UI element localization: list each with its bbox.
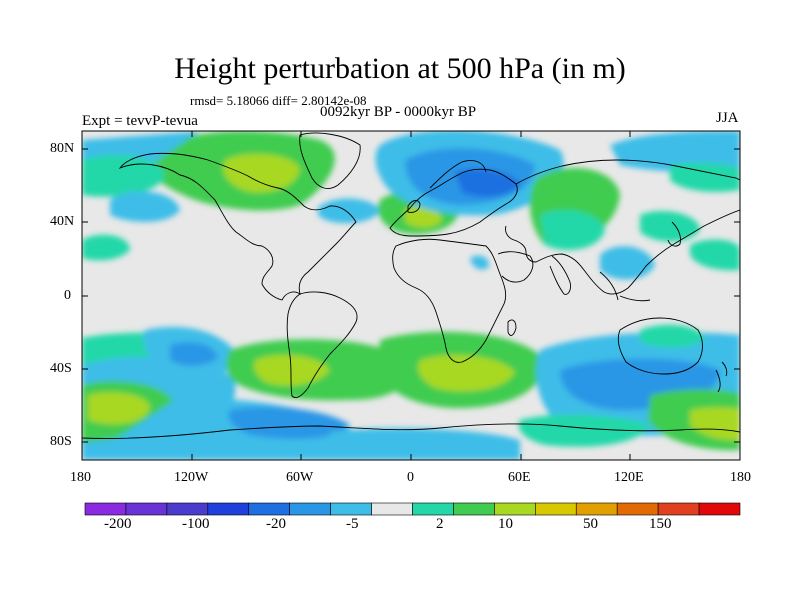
colorbar-label-neg100: -100 [182, 516, 210, 532]
lon-label-180e: 180 [730, 470, 751, 485]
colorbar-swatch-13 [616, 502, 659, 516]
colorbar-swatch-8 [412, 502, 454, 516]
colorbar-label-2: 2 [436, 516, 444, 532]
lat-label-80n: 80N [50, 141, 75, 156]
colorbar [84, 502, 741, 516]
contour-fill-layer [82, 131, 740, 460]
contour-region-japan-green [640, 210, 700, 242]
colorbar-label-neg20: -20 [266, 516, 286, 532]
coast-madagascar [507, 319, 517, 336]
coast-arabia [497, 251, 534, 283]
colorbar-label-neg5: -5 [346, 516, 359, 532]
coast-antarctica [82, 423, 740, 439]
contour-region-arctic-east-blue [610, 131, 740, 173]
colorbar-swatch-11 [535, 502, 577, 516]
coast-greenland [299, 132, 361, 189]
lon-label-0: 0 [407, 470, 414, 485]
coast-australia [617, 317, 703, 375]
contour-region-india-blue [470, 255, 489, 270]
colorbar-swatch-5 [289, 502, 331, 516]
contour-region-south-pole-blue [330, 428, 520, 460]
coast-south-america [286, 291, 358, 399]
season-label: JJA [716, 110, 739, 126]
lat-label-80s: 80S [50, 434, 72, 449]
coast-scandinavia [429, 160, 487, 189]
coast-se-asia [599, 271, 651, 302]
colorbar-swatch-7 [371, 502, 413, 516]
lon-label-180w: 180 [70, 470, 91, 485]
colorbar-swatch-9 [453, 502, 495, 516]
lon-label-120e: 120E [614, 470, 644, 485]
lat-ticks [82, 148, 740, 443]
contour-region-south-america-yellow [253, 354, 330, 386]
colorbar-swatch-0 [84, 502, 127, 516]
colorbar-label-50: 50 [583, 516, 598, 532]
contour-region-scandinavia-dark [455, 169, 520, 197]
colorbar-swatch-15 [698, 502, 741, 516]
colorbar-label-10: 10 [498, 516, 513, 532]
colorbar-swatch-6 [330, 502, 372, 516]
coastline-layer [82, 132, 740, 439]
coast-new-zealand [715, 361, 728, 393]
contour-region-pacific-nw-green [690, 239, 740, 271]
coast-uk [407, 199, 421, 213]
colorbar-swatch-14 [657, 502, 700, 516]
contour-region-eastpac-green [82, 234, 130, 261]
lat-label-0: 0 [64, 288, 71, 303]
colorbar-label-neg200: -200 [104, 516, 132, 532]
contour-region-antarctica-blue-dark [228, 406, 350, 439]
colorbar-swatch-4 [248, 502, 290, 516]
colorbar-swatch-1 [125, 502, 168, 516]
colorbar-swatch-3 [207, 502, 250, 516]
contour-region-antarctic-green [518, 414, 650, 447]
contour-region-pacific-north-blue [110, 191, 180, 222]
contour-region-s-atlantic-yellow [418, 354, 515, 392]
contour-region-atlantic-blue [318, 198, 380, 224]
coast-japan [667, 221, 681, 247]
contour-region-tasman-yellow [690, 407, 740, 441]
colorbar-label-150: 150 [649, 516, 672, 532]
lon-label-60e: 60E [508, 470, 531, 485]
coast-india [549, 255, 571, 295]
contour-region-greenland-yellow [223, 153, 300, 193]
period-label: 0092kyr BP - 0000kyr BP [320, 104, 477, 120]
colorbar-swatch-12 [575, 502, 618, 516]
contour-region-east-asia-blue [600, 246, 655, 280]
lon-label-60w: 60W [286, 470, 314, 485]
lon-label-120w: 120W [174, 470, 209, 485]
contour-region-australia-green [640, 324, 705, 348]
coast-africa [392, 238, 507, 363]
colorbar-swatch-10 [494, 502, 536, 516]
coast-north-america [118, 152, 357, 301]
contour-region-arctic-east-green [670, 162, 740, 192]
contour-region-sp-trough-blue-dark [170, 342, 218, 366]
stats-line: rmsd= 5.18066 diff= 2.80142e-08 [190, 93, 367, 108]
lat-label-40n: 40N [50, 214, 75, 229]
lon-ticks [81, 131, 741, 460]
coast-asia [505, 159, 740, 295]
lat-label-40s: 40S [50, 361, 72, 376]
experiment-label: Expt = tevvP-tevua [82, 113, 198, 129]
colorbar-swatch-2 [166, 502, 209, 516]
contour-region-south-pacific-yellow [88, 392, 150, 425]
contour-region-bering-cyan [82, 155, 165, 197]
chart-title: Height perturbation at 500 hPa (in m) [174, 52, 626, 85]
contour-region-arabia-green [540, 210, 605, 250]
